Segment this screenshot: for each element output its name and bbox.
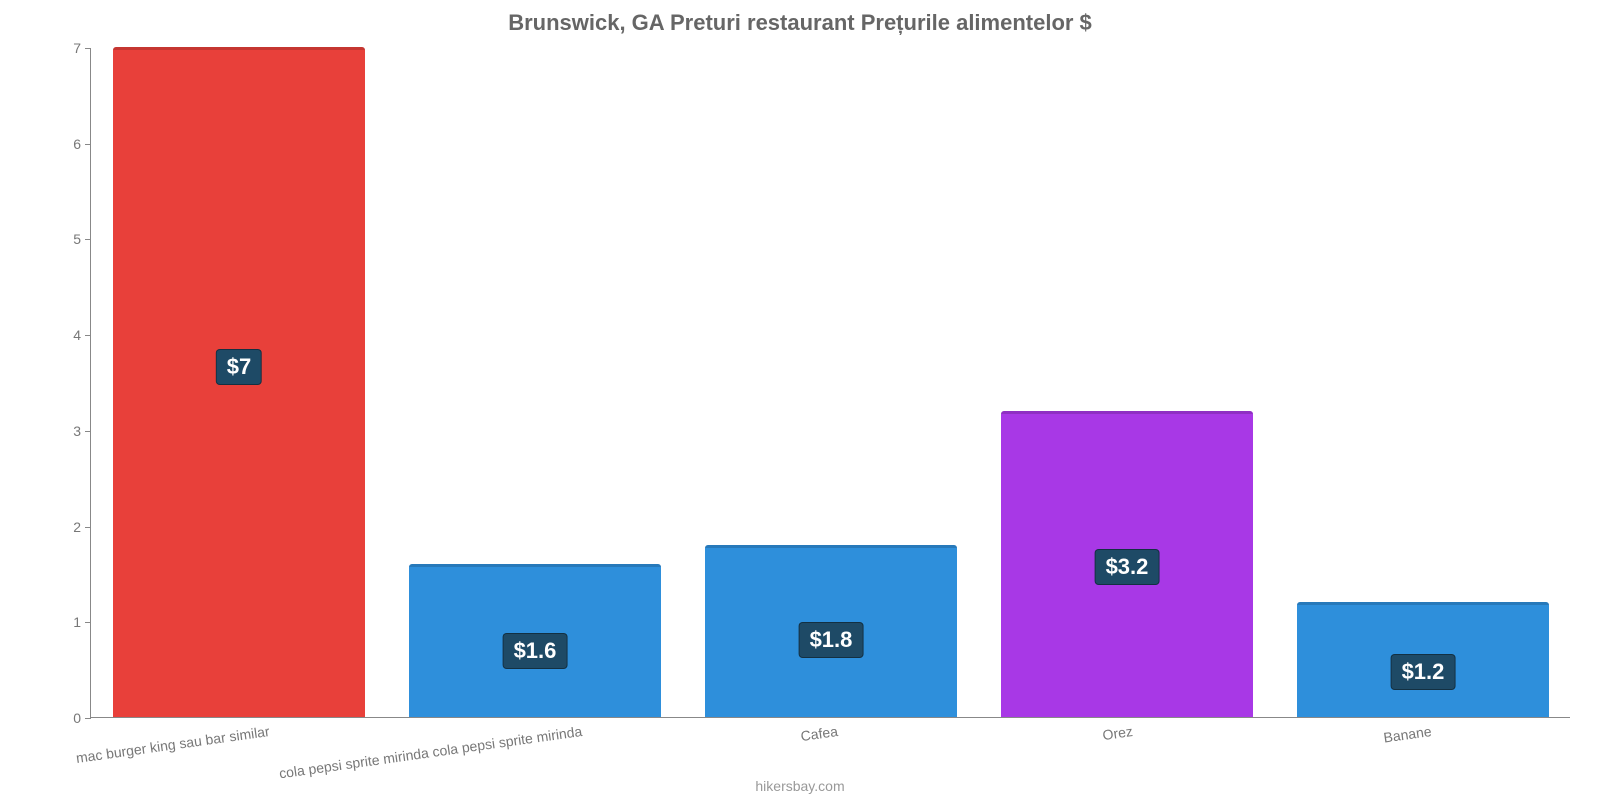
bar-top-edge — [409, 564, 661, 567]
xtick-label: Banane — [1382, 723, 1432, 746]
xtick-label: mac burger king sau bar similar — [75, 723, 271, 766]
ytick-label: 7 — [73, 40, 91, 56]
bar: $1.8 — [705, 545, 957, 717]
chart-title: Brunswick, GA Preturi restaurant Prețuri… — [0, 10, 1600, 36]
value-badge: $1.6 — [503, 633, 568, 669]
bar: $1.6 — [409, 564, 661, 717]
bar-top-edge — [705, 545, 957, 548]
value-badge: $7 — [216, 349, 262, 385]
ytick-label: 0 — [73, 710, 91, 726]
bar-top-edge — [113, 47, 365, 50]
bar: $7 — [113, 47, 365, 717]
bars-container: $7 $1.6 $1.8 $3.2 $1.2 — [91, 48, 1570, 717]
ytick-label: 1 — [73, 614, 91, 630]
chart-attribution: hikersbay.com — [0, 778, 1600, 794]
xtick-label: Cafea — [800, 723, 839, 744]
xtick-label: Orez — [1102, 723, 1134, 743]
value-badge: $3.2 — [1095, 549, 1160, 585]
value-badge: $1.8 — [799, 622, 864, 658]
ytick-label: 3 — [73, 423, 91, 439]
ytick-label: 2 — [73, 519, 91, 535]
bar-top-edge — [1297, 602, 1549, 605]
xtick-label: cola pepsi sprite mirinda cola pepsi spr… — [278, 723, 583, 781]
bar-top-edge — [1001, 411, 1253, 414]
ytick-label: 4 — [73, 327, 91, 343]
price-bar-chart: Brunswick, GA Preturi restaurant Prețuri… — [0, 0, 1600, 800]
bar: $3.2 — [1001, 411, 1253, 717]
value-badge: $1.2 — [1391, 654, 1456, 690]
plot-area: $7$1.6$1.8$3.2$1.2 01234567mac burger ki… — [90, 48, 1570, 718]
bar: $1.2 — [1297, 602, 1549, 717]
ytick-label: 6 — [73, 136, 91, 152]
ytick-label: 5 — [73, 231, 91, 247]
